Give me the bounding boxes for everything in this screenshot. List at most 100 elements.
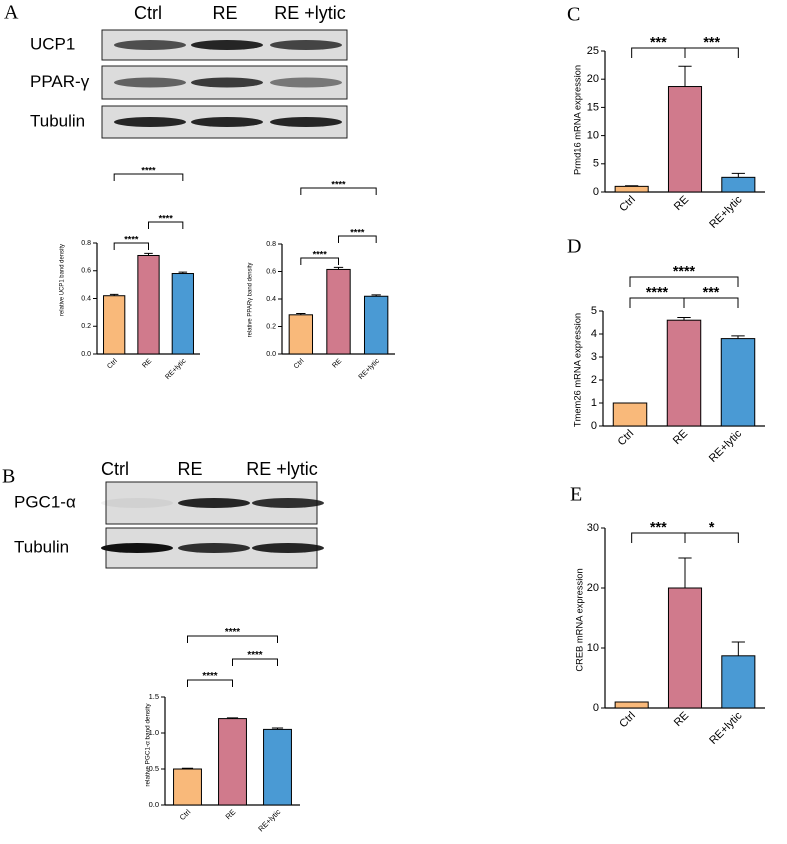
blot-band [178,498,250,508]
significance-label: **** [331,179,346,189]
y-tick-label: 0.0 [149,800,159,809]
significance-label: *** [703,35,720,51]
significance-label: **** [141,165,156,175]
panel-letter: D [567,236,581,258]
bar [326,268,351,355]
y-tick-label: 0 [593,702,599,714]
panel-letter: C [567,4,580,26]
bar [137,254,160,355]
significance-label: **** [159,213,174,223]
x-tick-label: Ctrl [617,710,638,731]
blot-band [252,543,324,553]
x-tick-label: Ctrl [293,357,306,370]
y-tick-label: 0 [591,420,597,432]
y-tick-label: 2 [591,374,597,386]
significance-label: **** [350,227,365,237]
x-tick-label: RE+lytic [256,807,282,833]
y-tick-label: 5 [591,305,597,317]
y-tick-label: 4 [591,328,597,340]
blot-band [101,498,173,508]
significance-label: *** [703,285,720,301]
significance-bracket [187,635,278,643]
error-bar [677,316,691,321]
x-tick-label: RE+lytic [707,193,745,231]
error-bar [226,717,239,719]
y-tick-label: 30 [587,522,599,534]
x-tick-label: Ctrl [178,807,193,822]
significance-label: **** [673,264,696,280]
panel-letter: A [4,2,19,24]
y-tick-label: 0.8 [81,240,91,247]
bar [363,295,389,355]
x-tick-label: RE+lytic [358,357,382,381]
significance-bracket [113,173,184,181]
x-tick-label: Ctrl [106,357,119,370]
blot-band [252,498,324,508]
lane-label: RE [177,459,202,479]
x-tick-label: RE+lytic [707,709,745,747]
x-tick-label: RE [141,358,153,370]
error-bar [678,557,692,588]
error-bar [731,335,745,339]
significance-label: **** [313,249,328,259]
x-tick-label: Ctrl [617,194,638,215]
bar [173,768,202,806]
bar [103,295,126,355]
significance-label: **** [202,671,217,682]
y-axis-label: relative PPARγ band density [248,263,254,338]
y-tick-label: 0.5 [149,764,159,773]
significance-bracket [629,276,739,287]
y-tick-label: 20 [587,582,599,594]
error-bar [181,767,194,769]
row-label: Tubulin [30,111,85,130]
error-bar [678,65,692,87]
significance-label: **** [225,627,240,638]
y-axis-label: relative PGC1-α band density [145,703,152,787]
error-bar [333,266,344,270]
y-tick-label: 0.4 [266,296,276,303]
blot-band [270,117,342,127]
row-label: PPAR-γ [30,72,90,91]
blot-band [270,40,342,50]
y-tick-label: 0.8 [266,241,276,248]
significance-bracket [300,257,339,265]
blot-band [178,543,250,553]
y-tick-label: 0.0 [81,351,91,358]
error-bar [271,727,284,730]
significance-bracket [684,532,739,543]
x-tick-label: RE+lytic [707,427,745,465]
error-bar [731,172,745,178]
y-tick-label: 25 [587,45,599,57]
significance-bracket [684,47,739,58]
significance-bracket [113,242,149,250]
y-tick-label: 10 [587,642,599,654]
y-tick-label: 20 [587,73,599,85]
bar [721,176,756,193]
x-tick-label: RE [671,428,690,447]
y-tick-label: 0.6 [81,268,91,275]
y-tick-label: 0.2 [81,323,91,330]
error-bar [625,185,639,187]
lane-label: RE +lytic [246,459,318,479]
significance-bracket [187,679,233,687]
bar [218,718,247,806]
lane-label: Ctrl [101,459,129,479]
y-tick-label: 10 [587,130,599,142]
y-tick-label: 1.0 [149,728,159,737]
y-axis-label: relative UCP1 band density [60,244,66,316]
x-tick-label: Ctrl [616,428,637,449]
lane-label: RE +lytic [274,3,346,23]
bar [667,587,703,709]
y-tick-label: 0 [593,186,599,198]
lane-label: Ctrl [134,3,162,23]
y-tick-label: 1.5 [149,692,159,701]
significance-bracket [148,221,184,229]
panel-letter: B [2,466,15,488]
x-tick-label: RE [331,358,343,370]
y-tick-label: 0.4 [81,295,91,302]
x-tick-label: RE+lytic [164,357,188,381]
row-label: UCP1 [30,34,75,53]
significance-bracket [300,187,377,195]
x-tick-label: RE [224,807,238,821]
